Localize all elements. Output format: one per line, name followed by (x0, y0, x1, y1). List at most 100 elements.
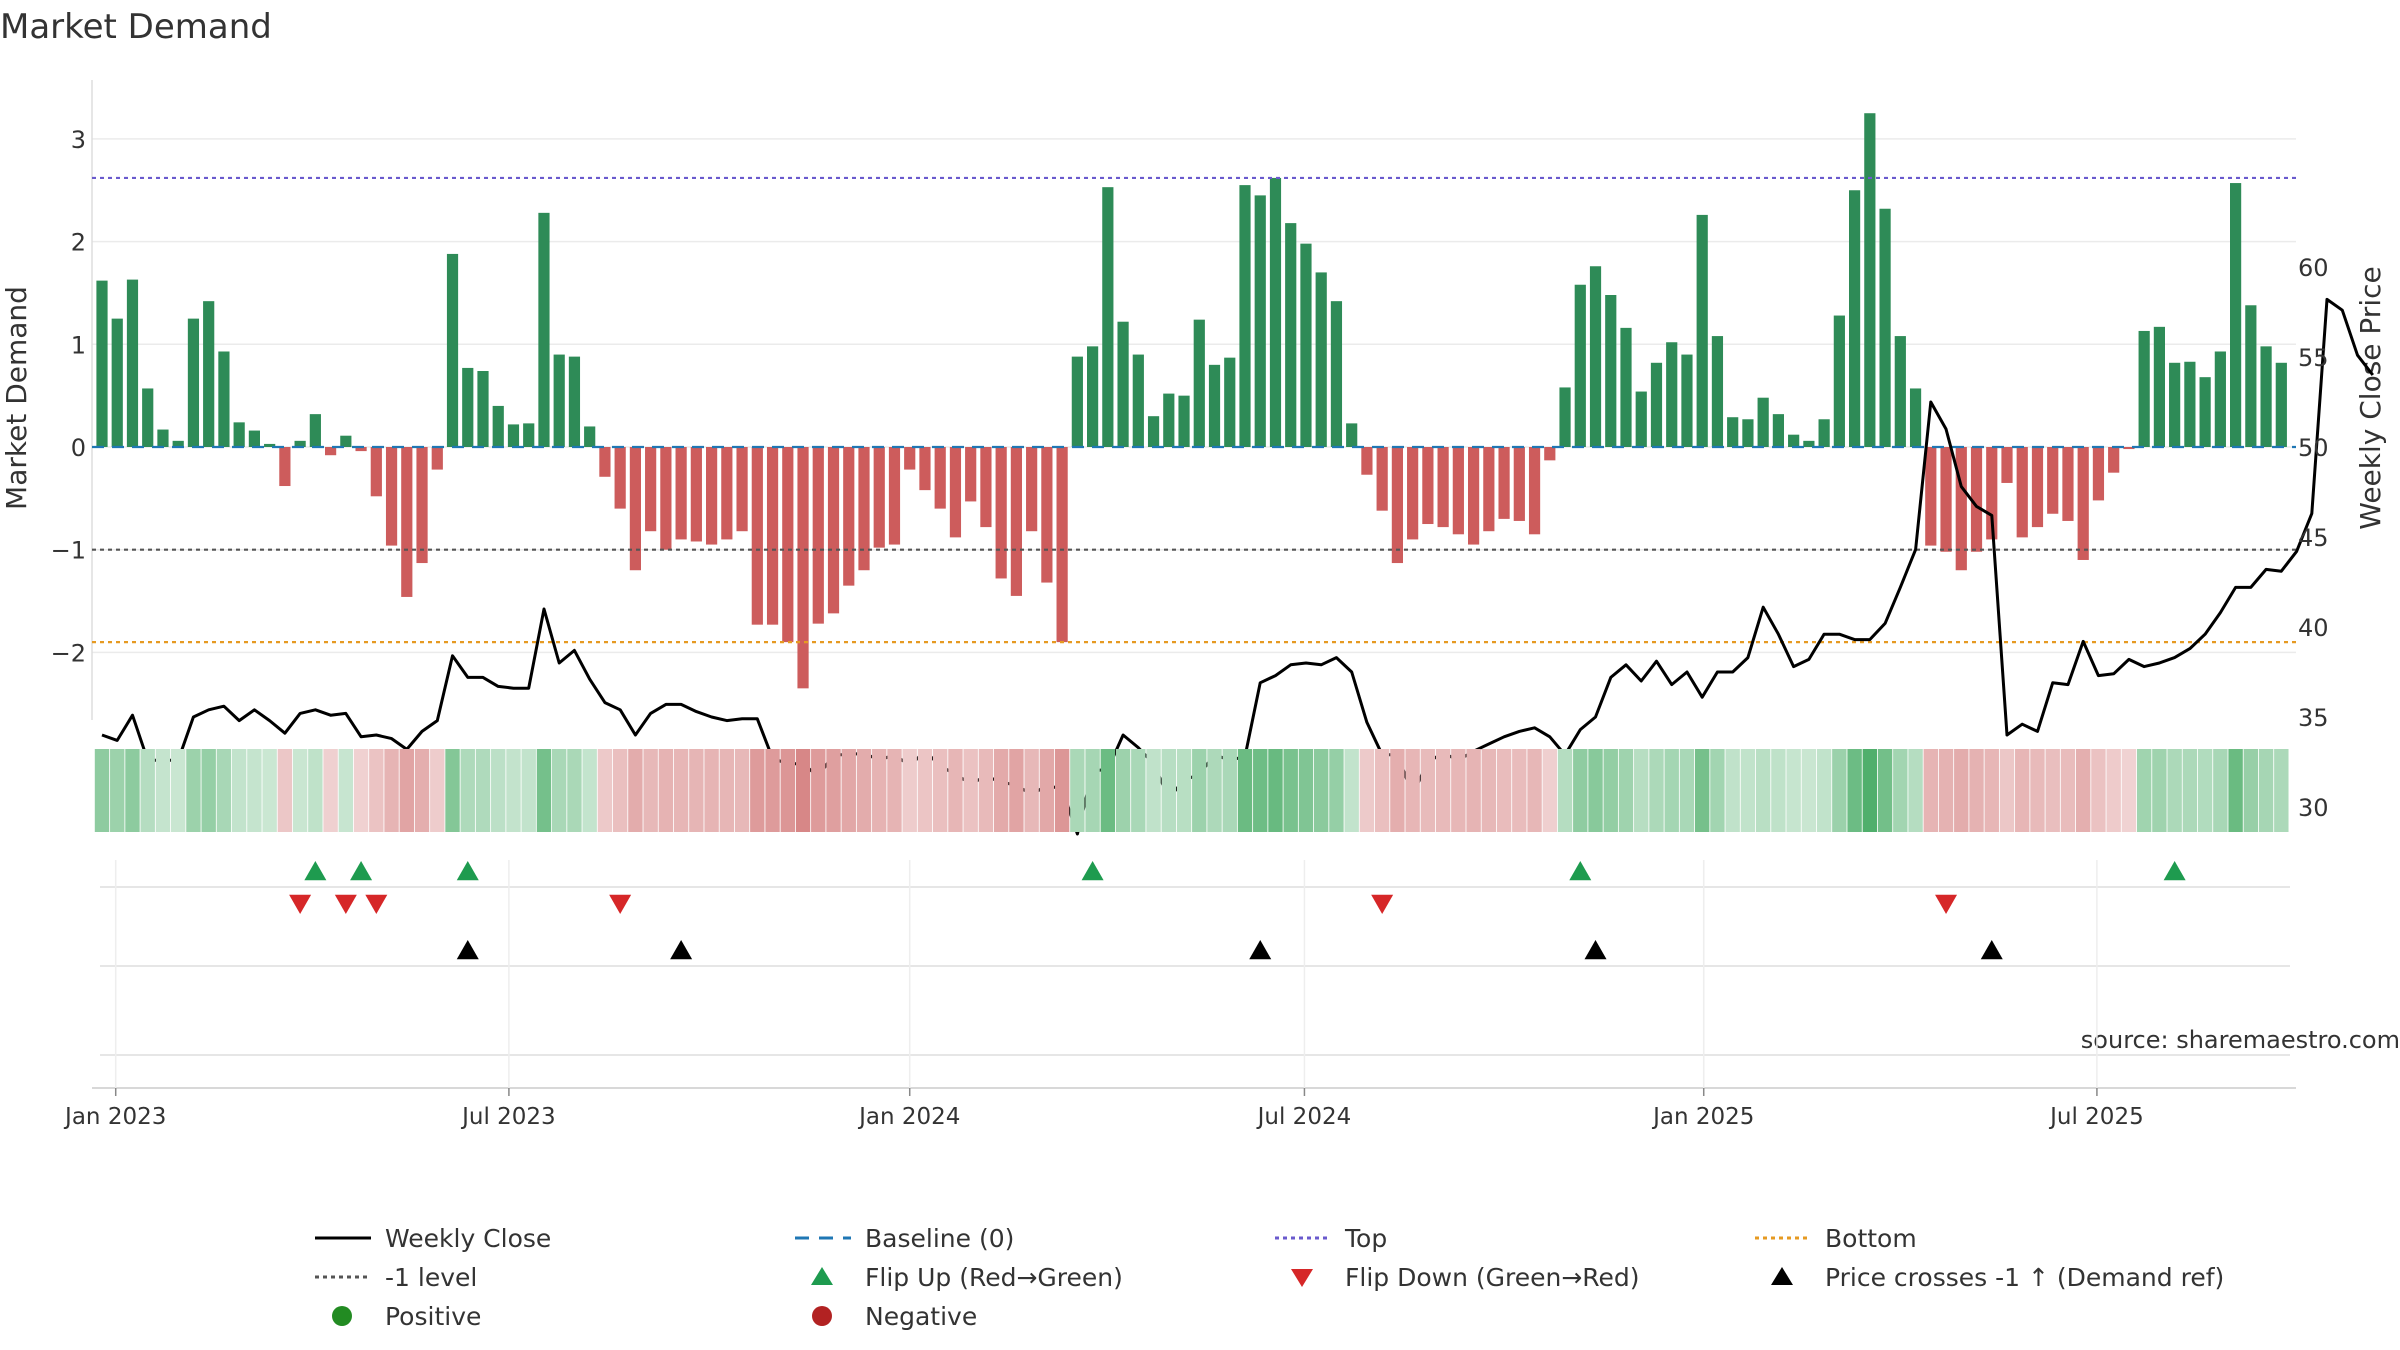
demand-bar (1300, 243, 1312, 447)
heat-strip-cell (2274, 749, 2289, 832)
legend-swatch (1291, 1269, 1313, 1287)
heat-strip-cell (1451, 749, 1466, 832)
legend-label: Flip Down (Green→Red) (1345, 1263, 1640, 1292)
demand-bar (965, 447, 977, 502)
heat-strip-cell (1603, 749, 1618, 832)
price-cross-marker (1584, 940, 1607, 960)
demand-bar (2077, 447, 2089, 560)
y2-tick-label: 30 (2298, 794, 2329, 822)
demand-bar (2245, 305, 2257, 447)
demand-bar (1254, 195, 1266, 447)
heat-strip-cell (689, 749, 704, 832)
demand-bar (1513, 447, 1525, 521)
legend-label: Price crosses -1 ↑ (Demand ref) (1825, 1263, 2224, 1292)
heat-strip-cell (353, 749, 369, 832)
demand-bar (2153, 326, 2165, 447)
heat-strip-cell (1435, 749, 1451, 832)
demand-bar (934, 447, 946, 509)
demand-bar (2275, 362, 2287, 447)
demand-bar (431, 447, 443, 470)
heat-strip-cell (887, 749, 902, 832)
heat-strip-cell (1755, 749, 1771, 832)
demand-bar (401, 447, 413, 597)
heat-strip-cell (2015, 749, 2030, 832)
heat-strip-cell (1009, 749, 1024, 832)
heat-strip-cell (1725, 749, 1740, 832)
heat-strip-cell (323, 749, 338, 832)
demand-bar (2230, 183, 2242, 447)
heat-strip-cell (2121, 749, 2137, 832)
heat-strip-cell (734, 749, 750, 832)
demand-bar (812, 447, 824, 624)
x-tick-label: Jan 2024 (857, 1104, 960, 1130)
heat-strip-cell (1237, 749, 1253, 832)
heat-strip-cell (201, 749, 216, 832)
heat-strip-cell (795, 749, 811, 832)
price-cross-marker (1980, 940, 2003, 960)
demand-bar (1589, 266, 1602, 447)
demand-bar (309, 414, 321, 447)
demand-bar (584, 426, 596, 447)
legend-swatch (812, 1306, 832, 1326)
heat-strip-cell (2167, 749, 2182, 832)
y-tick-label: −1 (51, 537, 86, 565)
demand-bar (294, 440, 306, 447)
heat-strip-cell (2152, 749, 2167, 832)
heat-strip-cell (1283, 749, 1298, 832)
heat-strip-cell (765, 749, 780, 832)
heat-strip-cell (110, 749, 125, 832)
demand-bar (2138, 330, 2150, 447)
heat-strip-cell (1588, 749, 1603, 832)
demand-bar (599, 447, 611, 477)
demand-bar (187, 318, 200, 447)
chart-title: Market Demand (0, 7, 272, 47)
heat-strip-cell (1618, 749, 1634, 832)
demand-bar (172, 440, 184, 447)
heat-strip-cell (1710, 749, 1725, 832)
demand-bar (1422, 447, 1434, 525)
heat-strip-cell (1527, 749, 1542, 832)
heat-strip-cell (1954, 749, 1969, 832)
demand-bar (446, 253, 459, 447)
demand-bar (1696, 214, 1708, 447)
demand-bar (843, 447, 855, 586)
flip-up-marker (456, 861, 479, 881)
legend-label: Negative (865, 1302, 977, 1331)
heat-strip-cell (1466, 749, 1481, 832)
demand-bar (1483, 447, 1495, 532)
y2-tick-label: 45 (2298, 524, 2329, 552)
heat-strip-cell (521, 749, 536, 832)
heat-strip-cell (1877, 749, 1893, 832)
heat-strip-cell (414, 749, 430, 832)
demand-bar (980, 447, 992, 528)
heat-strip-cell (567, 749, 582, 832)
heat-strip-cell (1146, 749, 1161, 832)
demand-bar (675, 447, 687, 540)
heat-strip-cell (430, 749, 445, 832)
demand-bar (416, 447, 428, 564)
heat-strip-cell (1390, 749, 1405, 832)
demand-bar (1849, 190, 1861, 447)
heat-strip-cell (948, 749, 963, 832)
legend-label: Flip Up (Red→Green) (865, 1263, 1123, 1292)
heat-strip-cell (247, 749, 262, 832)
demand-bar (1330, 301, 1343, 447)
heat-strip-cell (1374, 749, 1390, 832)
demand-bar (553, 354, 565, 447)
demand-bar (1544, 447, 1556, 461)
heat-strip-cell (536, 749, 552, 832)
demand-bar (2108, 447, 2120, 473)
heat-strip-cell (1024, 749, 1039, 832)
heat-strip-cell (1999, 749, 2015, 832)
heat-strip-cell (872, 749, 887, 832)
demand-bar (1650, 362, 1663, 447)
heat-strip-cell (963, 749, 978, 832)
flip-up-marker (1081, 861, 1104, 881)
demand-bar (1940, 447, 1952, 552)
heat-strip-cell (216, 749, 232, 832)
demand-bar (1132, 354, 1144, 447)
heat-strip-cell (506, 749, 521, 832)
heat-strip-cell (1969, 749, 1984, 832)
heat-strip-cell (1771, 749, 1786, 832)
demand-bar (568, 356, 581, 447)
